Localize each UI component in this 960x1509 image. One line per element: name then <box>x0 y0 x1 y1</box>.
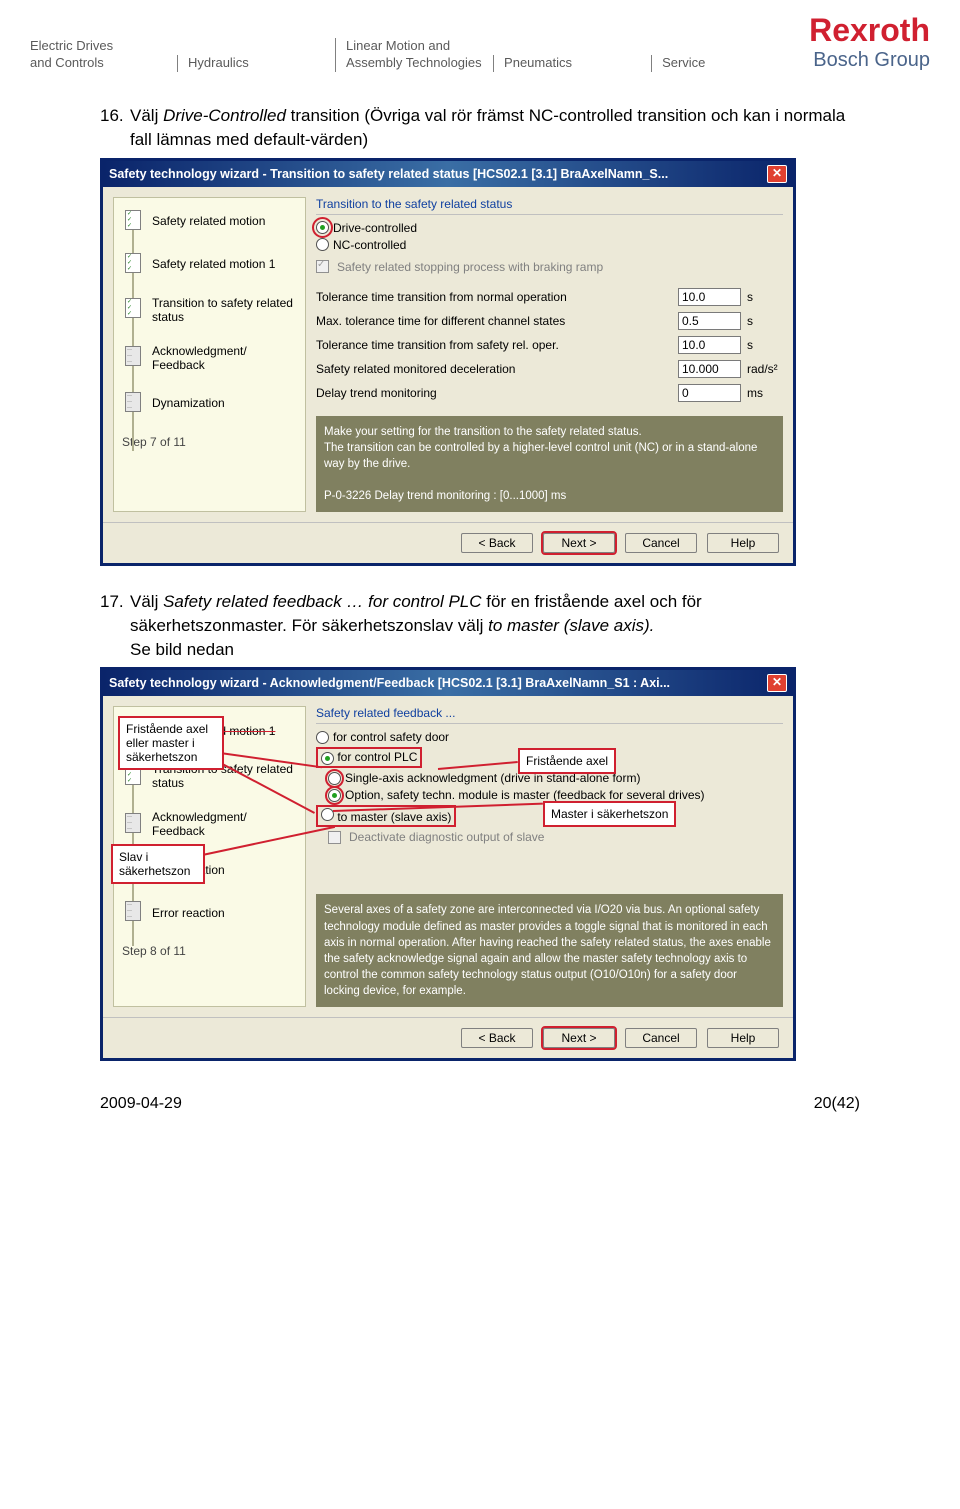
wizard-sidebar: Safety related motion Safety related mot… <box>113 197 306 512</box>
sidebar-item[interactable]: Safety related motion <box>122 210 297 233</box>
param-row: Tolerance time transition from safety re… <box>316 336 783 354</box>
sidebar-item[interactable]: Transition to safety related status <box>122 296 297 324</box>
brand-rexroth: Rexroth <box>809 12 930 49</box>
window-title: Safety technology wizard - Transition to… <box>109 167 668 181</box>
step-counter: Step 8 of 11 <box>122 944 297 958</box>
param-row: Tolerance time transition from normal op… <box>316 288 783 306</box>
radio-icon <box>328 789 341 802</box>
callout-freestanding-master: Fristående axel eller master i säkerhets… <box>118 716 224 770</box>
group-title: Safety related feedback ... <box>316 706 783 724</box>
button-row: < Back Next > Cancel Help <box>103 522 793 563</box>
param-input[interactable]: 10.000 <box>678 360 741 378</box>
brand-logo: Rexroth Bosch Group <box>809 12 930 72</box>
radio-icon <box>316 238 329 251</box>
param-input[interactable]: 10.0 <box>678 288 741 306</box>
header-cell: Linear Motion and Assembly Technologies <box>335 38 493 72</box>
wizard-main: Transition to the safety related status … <box>316 197 783 512</box>
param-input[interactable]: 10.0 <box>678 336 741 354</box>
sidebar-item[interactable]: Dynamization <box>122 392 297 415</box>
back-button[interactable]: < Back <box>461 1028 533 1048</box>
header-cell: Electric Drives and Controls <box>30 38 177 72</box>
sidebar-item[interactable]: Safety related motion 1 <box>122 253 297 276</box>
checkbox-braking: Safety related stopping process with bra… <box>316 260 783 274</box>
help-box: Several axes of a safety zone are interc… <box>316 894 783 1007</box>
footer-page: 20(42) <box>814 1095 860 1113</box>
radio-drive-controlled[interactable]: Drive-controlled <box>316 221 783 235</box>
step-counter: Step 7 of 11 <box>122 435 297 449</box>
radio-icon <box>316 221 329 234</box>
param-input[interactable]: 0 <box>678 384 741 402</box>
wizard-window-2: Safety technology wizard - Acknowledgmen… <box>100 667 796 1061</box>
close-icon[interactable]: ✕ <box>767 674 787 692</box>
brand-bosch: Bosch Group <box>809 49 930 72</box>
button-row: < Back Next > Cancel Help <box>103 1017 793 1058</box>
param-input[interactable]: 0.5 <box>678 312 741 330</box>
page-footer: 2009-04-29 20(42) <box>0 1085 960 1143</box>
checkbox-deactivate: Deactivate diagnostic output of slave <box>316 830 783 844</box>
radio-icon <box>316 731 329 744</box>
help-box: Make your setting for the transition to … <box>316 416 783 512</box>
step-17-text: 17.Välj Safety related feedback … for co… <box>100 590 860 661</box>
help-button[interactable]: Help <box>707 1028 779 1048</box>
sidebar-item[interactable]: Error reaction <box>122 901 297 924</box>
checkbox-icon <box>328 831 341 844</box>
header-cell: Hydraulics <box>177 55 335 72</box>
footer-date: 2009-04-29 <box>100 1095 182 1113</box>
radio-icon <box>321 752 334 765</box>
cancel-button[interactable]: Cancel <box>625 1028 697 1048</box>
cancel-button[interactable]: Cancel <box>625 533 697 553</box>
param-row: Safety related monitored deceleration10.… <box>316 360 783 378</box>
header-cell: Service <box>651 55 809 72</box>
title-bar: Safety technology wizard - Transition to… <box>103 161 793 187</box>
checkbox-icon <box>316 260 329 273</box>
step-16-text: 16.Välj Drive-Controlled transition (Övr… <box>100 104 860 152</box>
next-button[interactable]: Next > <box>543 533 615 553</box>
page-header: Electric Drives and Controls Hydraulics … <box>0 0 960 84</box>
next-button[interactable]: Next > <box>543 1028 615 1048</box>
sidebar-item[interactable]: Acknowledgment/ Feedback <box>122 344 297 372</box>
group-title: Transition to the safety related status <box>316 197 783 215</box>
close-icon[interactable]: ✕ <box>767 165 787 183</box>
callout-master-zone: Master i säkerhetszon <box>543 801 676 827</box>
title-bar: Safety technology wizard - Acknowledgmen… <box>103 670 793 696</box>
help-button[interactable]: Help <box>707 533 779 553</box>
param-row: Max. tolerance time for different channe… <box>316 312 783 330</box>
param-row: Delay trend monitoring0ms <box>316 384 783 402</box>
sidebar-item[interactable]: Acknowledgment/ Feedback <box>122 810 297 838</box>
callout-freestanding-axis: Fristående axel <box>518 748 616 774</box>
radio-safety-door[interactable]: for control safety door <box>316 730 783 744</box>
radio-icon <box>328 772 341 785</box>
wizard-window-1: Safety technology wizard - Transition to… <box>100 158 796 566</box>
header-cell: Pneumatics <box>493 55 651 72</box>
window-title: Safety technology wizard - Acknowledgmen… <box>109 676 670 690</box>
radio-option-master[interactable]: Option, safety techn. module is master (… <box>316 788 783 802</box>
callout-slave: Slav i säkerhetszon <box>111 844 205 884</box>
back-button[interactable]: < Back <box>461 533 533 553</box>
radio-nc-controlled[interactable]: NC-controlled <box>316 238 783 252</box>
